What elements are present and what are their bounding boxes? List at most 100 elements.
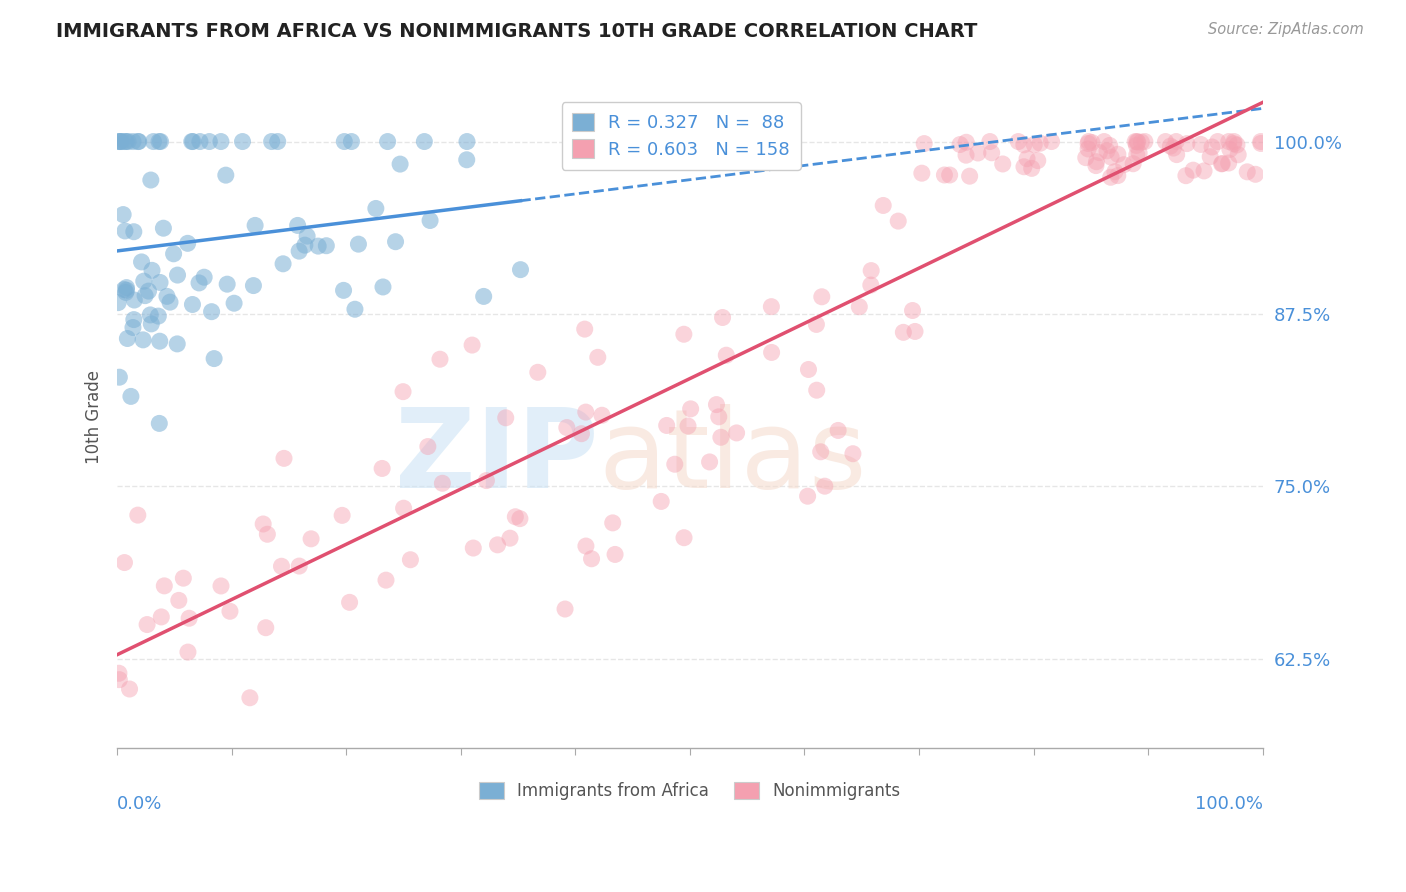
Point — [1250, 136, 1272, 151]
Point — [1250, 135, 1272, 149]
Point — [1123, 135, 1146, 149]
Point — [112, 208, 135, 222]
Point — [581, 551, 603, 566]
Point — [554, 602, 576, 616]
Point — [180, 135, 202, 149]
Point — [664, 457, 686, 471]
Text: 0.0%: 0.0% — [117, 795, 163, 813]
Point — [371, 461, 394, 475]
Text: atlas: atlas — [599, 404, 866, 510]
Point — [810, 290, 832, 304]
Point — [509, 262, 531, 277]
Point — [1201, 140, 1223, 154]
Point — [1206, 135, 1229, 149]
Point — [1189, 137, 1212, 152]
Point — [461, 338, 484, 352]
Point — [108, 370, 131, 384]
Point — [699, 455, 721, 469]
Point — [252, 516, 274, 531]
Point — [141, 317, 163, 331]
Point — [574, 322, 596, 336]
Point — [1012, 160, 1035, 174]
Point — [188, 276, 211, 290]
Point — [243, 219, 266, 233]
Point — [672, 531, 695, 545]
Point — [166, 337, 188, 351]
Point — [166, 268, 188, 282]
Point — [1128, 146, 1150, 161]
Point — [1159, 139, 1181, 153]
Point — [222, 296, 245, 310]
Point — [115, 280, 138, 294]
Point — [499, 531, 522, 545]
Point — [1192, 164, 1215, 178]
Point — [797, 362, 820, 376]
Point — [260, 135, 283, 149]
Point — [295, 229, 318, 244]
Point — [967, 146, 990, 161]
Point — [179, 611, 201, 625]
Point — [288, 559, 311, 574]
Point — [842, 447, 865, 461]
Point — [796, 489, 818, 503]
Point — [172, 571, 194, 585]
Point — [127, 135, 149, 149]
Point — [555, 420, 578, 434]
Point — [389, 157, 412, 171]
Point — [911, 166, 934, 180]
Point — [152, 221, 174, 235]
Point — [1021, 161, 1043, 176]
Point — [128, 135, 150, 149]
Point — [343, 302, 366, 317]
Point — [1088, 145, 1111, 160]
Point — [108, 666, 131, 681]
Point — [294, 238, 316, 252]
Point — [114, 135, 136, 149]
Point — [340, 135, 363, 149]
Point — [150, 610, 173, 624]
Point — [1199, 150, 1222, 164]
Point — [650, 494, 672, 508]
Point — [1077, 142, 1099, 156]
Point — [131, 255, 153, 269]
Point — [955, 136, 977, 150]
Point — [377, 135, 399, 149]
Point — [991, 157, 1014, 171]
Point — [148, 417, 170, 431]
Point — [288, 244, 311, 259]
Point — [332, 284, 354, 298]
Point — [114, 556, 136, 570]
Point — [159, 295, 181, 310]
Point — [149, 276, 172, 290]
Point — [1084, 159, 1107, 173]
Point — [980, 145, 1002, 160]
Point — [893, 326, 915, 340]
Point — [148, 135, 170, 149]
Point — [202, 351, 225, 366]
Point — [1133, 135, 1156, 149]
Point — [193, 270, 215, 285]
Point — [330, 508, 353, 523]
Point — [267, 135, 290, 149]
Point — [707, 409, 730, 424]
Point — [1166, 147, 1188, 161]
Point — [107, 295, 129, 310]
Point — [1126, 148, 1149, 162]
Point — [716, 348, 738, 362]
Point — [127, 508, 149, 522]
Point — [955, 148, 977, 162]
Point — [1211, 156, 1233, 170]
Point — [486, 538, 509, 552]
Point — [1026, 153, 1049, 168]
Point — [1218, 156, 1240, 170]
Point — [1098, 138, 1121, 153]
Point — [912, 136, 935, 151]
Point — [1226, 137, 1249, 152]
Point — [117, 331, 139, 345]
Point — [848, 300, 870, 314]
Point — [115, 135, 138, 149]
Point — [1015, 152, 1038, 166]
Point — [347, 237, 370, 252]
Point — [371, 280, 394, 294]
Point — [270, 559, 292, 574]
